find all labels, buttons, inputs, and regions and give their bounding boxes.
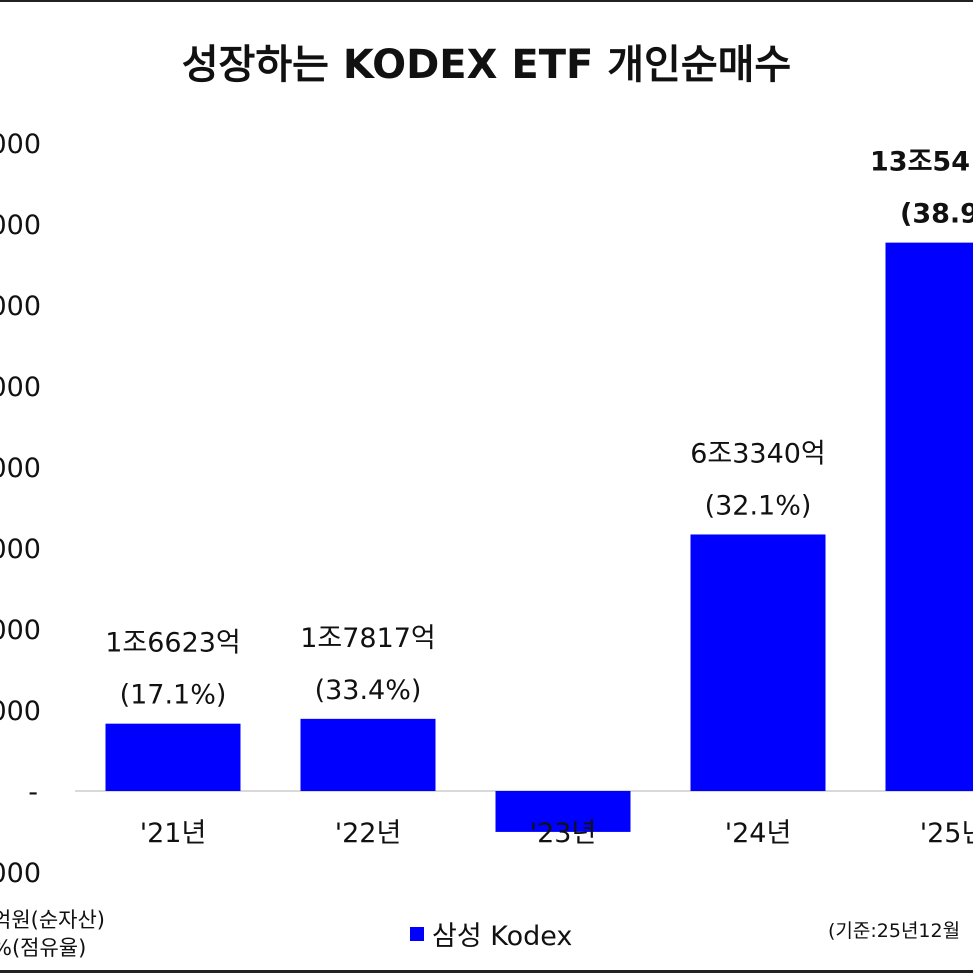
y-tick-label: 140,000	[0, 210, 41, 241]
data-label-share: (33.4%)	[315, 675, 422, 706]
legend-label: 삼성 Kodex	[432, 921, 573, 952]
x-tick-label: '21년	[140, 818, 207, 849]
date-note: (기준:25년12월	[828, 920, 961, 942]
y-tick-label: -	[28, 777, 38, 808]
bar-2	[495, 791, 631, 832]
bar-3	[690, 534, 826, 791]
y-tick-label: -20,000	[0, 858, 41, 889]
unit-share-label: %(점유율)	[0, 936, 87, 960]
data-label-amount: 6조3340억	[690, 438, 826, 469]
data-label-share: (38.9	[900, 199, 973, 230]
y-tick-label: 40,000	[0, 615, 41, 646]
x-tick-label: '22년	[335, 818, 402, 849]
bar-0	[105, 723, 241, 791]
y-tick-label: 80,000	[0, 453, 41, 484]
legend-swatch	[410, 926, 424, 941]
y-tick-label: 60,000	[0, 534, 41, 565]
unit-amount-label: 억원(순자산)	[0, 908, 105, 932]
y-tick-label: 20,000	[0, 696, 41, 727]
data-label-share: (17.1%)	[120, 680, 227, 711]
data-label-amount: 13조54	[870, 147, 970, 178]
bar-4	[885, 242, 973, 791]
y-tick-label: 120,000	[0, 291, 41, 322]
y-tick-label: 100,000	[0, 372, 41, 403]
x-tick-label: '24년	[725, 818, 792, 849]
chart-title: 성장하는 KODEX ETF 개인순매수	[181, 42, 792, 88]
data-label-amount: 1조7817억	[300, 623, 436, 654]
data-label-amount: 1조6623억	[105, 628, 241, 659]
x-tick-label: '23년	[530, 818, 597, 849]
x-tick-label: '25년	[920, 818, 973, 849]
bar-1	[300, 718, 436, 791]
legend: 삼성 Kodex	[410, 914, 572, 953]
data-label-share: (32.1%)	[705, 490, 812, 521]
y-tick-label: 160,000	[0, 129, 41, 160]
